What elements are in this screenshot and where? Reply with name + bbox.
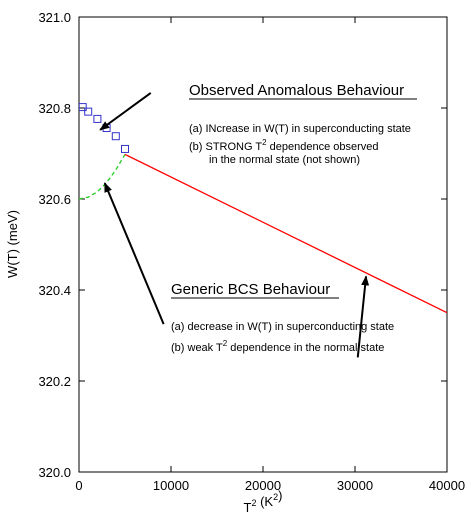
generic-line-b-pre: (b) weak T (171, 342, 223, 354)
x-axis-title: T2 (K2) (244, 488, 283, 515)
data-point-marker (84, 107, 93, 116)
observed-line-b-sup: 2 (262, 138, 267, 147)
observed-line-b-pre: (b) STRONG T (189, 141, 262, 153)
observed-heading: Observed Anomalous Behaviour (189, 82, 404, 99)
y-tick-label: 321.0 (38, 10, 71, 25)
y-tick-label: 320.4 (38, 283, 71, 298)
y-tick-label: 320.0 (38, 465, 71, 480)
observed-line-a: (a) INcrease in W(T) in superconducting … (189, 123, 411, 135)
x-tick-label: 20000 (245, 478, 281, 493)
generic-arrow-to-green (103, 182, 165, 325)
generic-arrow-to-red (356, 275, 370, 358)
x-axis-ticks: 0 10000 20000 30000 40000 (75, 17, 465, 493)
data-point-marker (111, 132, 120, 141)
y-axis-ticks: 320.0 320.2 320.4 320.6 320.8 321.0 (38, 10, 447, 480)
generic-heading: Generic BCS Behaviour (171, 281, 330, 298)
x-tick-label: 30000 (337, 478, 373, 493)
y-axis-title: W(T) (meV) (5, 210, 20, 278)
y-tick-label: 320.2 (38, 374, 71, 389)
x-tick-label: 0 (75, 478, 82, 493)
generic-line-a: (a) decrease in W(T) in superconducting … (171, 321, 394, 333)
bcs-normal-state-line (124, 153, 447, 314)
x-tick-label: 10000 (153, 478, 189, 493)
annotation-arrows (99, 92, 370, 358)
data-point-marker (79, 103, 87, 112)
generic-line-b-post: dependence in the normal state (227, 342, 384, 354)
generic-line-b: (b) weak T2 dependence in the normal sta… (171, 339, 384, 354)
observed-arrow (99, 92, 152, 131)
observed-line-b: (b) STRONG T2 dependence observed (189, 138, 379, 153)
data-point-marker (93, 114, 102, 123)
bcs-dashed-curve (79, 154, 126, 200)
generic-line-b-sup: 2 (223, 339, 228, 348)
observed-line-b-post: dependence observed (267, 141, 379, 153)
data-point-marker (121, 144, 129, 153)
y-tick-label: 320.8 (38, 101, 71, 116)
y-tick-label: 320.6 (38, 192, 71, 207)
observed-line-c: in the normal state (not shown) (209, 154, 360, 166)
series-layer (79, 103, 447, 314)
x-tick-label: 40000 (429, 478, 465, 493)
plot-area (79, 103, 447, 314)
